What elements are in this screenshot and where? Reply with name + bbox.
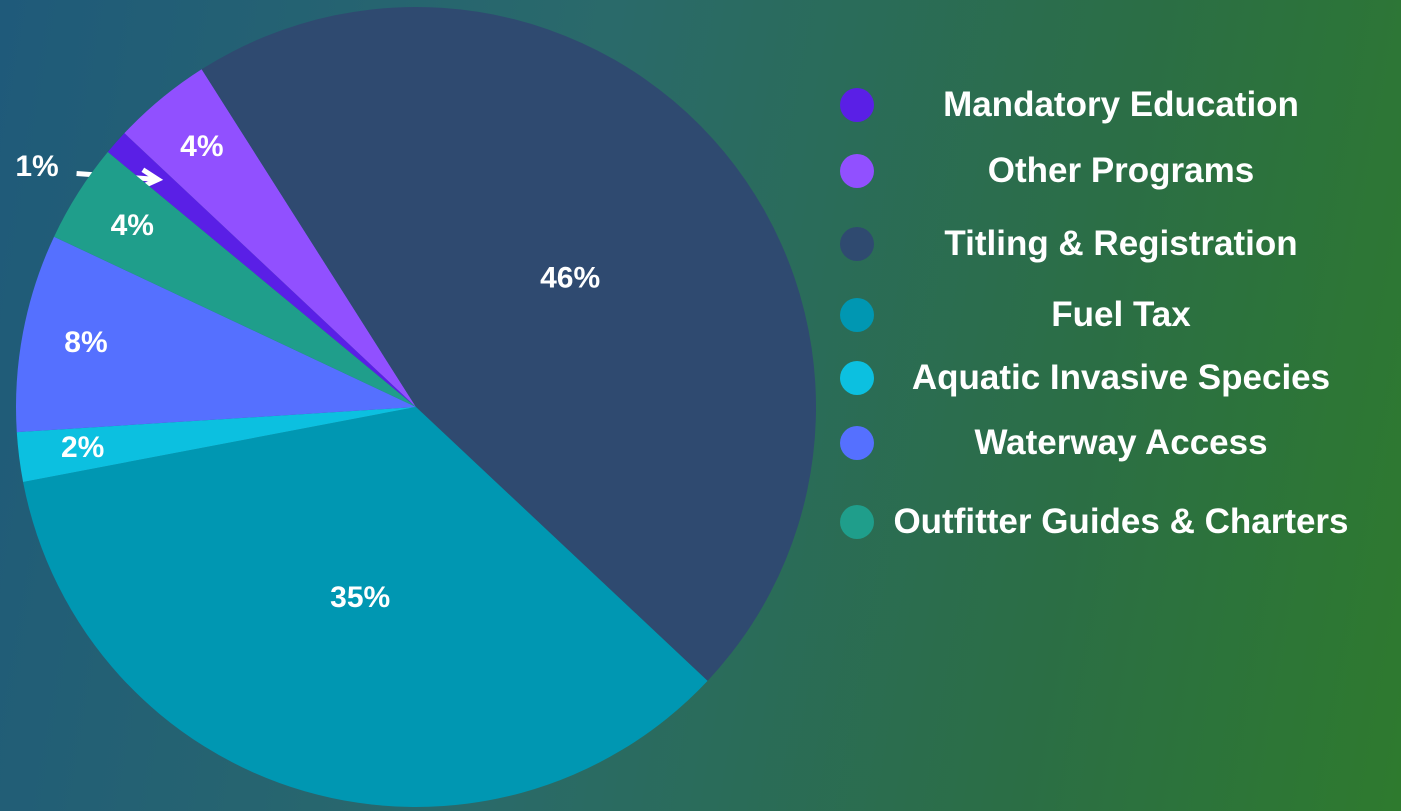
legend-swatch [840, 361, 874, 395]
legend-swatch [840, 426, 874, 460]
legend-swatch [840, 298, 874, 332]
legend-label: Titling & Registration [944, 224, 1298, 263]
legend-swatch [840, 227, 874, 261]
legend-label: Mandatory Education [943, 85, 1299, 124]
pie-slice [107, 133, 416, 407]
legend-label: Fuel Tax [1051, 295, 1191, 334]
arrow-head [140, 167, 164, 190]
pie-slice [201, 7, 816, 681]
data-label: 1% [15, 150, 58, 183]
legend-item: Outfitter Guides & Charters [840, 495, 1380, 549]
legend-item: Aquatic Invasive Species [840, 351, 1380, 405]
legend-item: Other Programs [840, 144, 1380, 198]
pie-slice [54, 152, 416, 407]
legend-swatch [840, 88, 874, 122]
data-label: 4% [111, 209, 154, 242]
legend-label: Waterway Access [974, 423, 1268, 462]
pie-slice [15, 236, 416, 433]
legend-label: Aquatic Invasive Species [911, 358, 1331, 397]
legend-item: Fuel Tax [840, 288, 1380, 342]
data-label: 35% [330, 581, 390, 614]
legend-swatch [840, 154, 874, 188]
legend-item: Waterway Access [840, 416, 1380, 470]
data-label: 4% [180, 130, 223, 163]
legend-label: Outfitter Guides & Charters [893, 502, 1349, 541]
pie-slice [124, 69, 417, 407]
legend-item: Mandatory Education [840, 78, 1380, 132]
legend-swatch [840, 505, 874, 539]
data-label: 46% [540, 261, 600, 294]
pie-slice [23, 407, 708, 807]
legend-label: Other Programs [987, 151, 1255, 190]
data-label: 2% [61, 431, 104, 464]
legend-item: Titling & Registration [840, 217, 1380, 271]
data-label: 8% [64, 326, 107, 359]
pie-slice [16, 407, 417, 482]
